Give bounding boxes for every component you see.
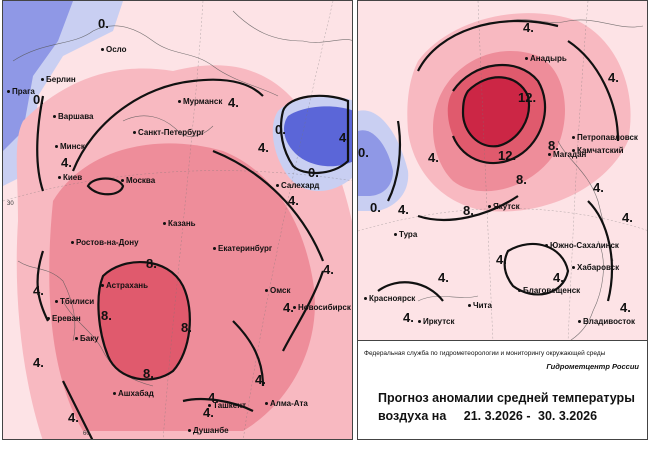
contour-label: 4. <box>403 310 414 325</box>
contour-label: 8. <box>146 256 157 271</box>
contour-label: 4. <box>228 95 239 110</box>
east-contours <box>377 19 620 302</box>
city-label: Санкт-Петербург <box>133 128 205 137</box>
contour-label: 0. <box>308 165 319 180</box>
city-label: Минск <box>55 142 85 151</box>
contour-label: 4. <box>33 283 44 298</box>
contour-label: 0. <box>275 122 286 137</box>
contour-label: 4. <box>428 150 439 165</box>
city-label: Москва <box>121 176 155 185</box>
city-label: Осло <box>101 45 127 54</box>
city-label: Владивосток <box>578 317 635 326</box>
contour-label: 4. <box>323 262 334 277</box>
city-label: Ашхабад <box>113 389 154 398</box>
contour-label: 4. <box>438 270 449 285</box>
contour-label: 8. <box>143 366 154 381</box>
city-label: Берлин <box>41 75 76 84</box>
city-label: Южно-Сахалинск <box>545 241 619 250</box>
contour-label: 8. <box>516 172 527 187</box>
longitude-label: 30 <box>7 201 14 207</box>
contour-label: 4. <box>496 252 507 267</box>
city-label: Магадан <box>548 150 586 159</box>
city-label: Ереван <box>47 314 81 323</box>
west-contours <box>36 78 350 439</box>
contour-label: 4. <box>203 405 214 420</box>
contour-label: 4. <box>608 70 619 85</box>
forecast-title: Прогноз аномалии средней температуры <box>378 391 635 405</box>
forecast-title-line2: воздуха на 21. 3.2026 - 30. 3.2026 <box>378 409 597 423</box>
city-label: Благовещенск <box>518 286 580 295</box>
city-label: Душанбе <box>188 426 229 435</box>
east-map-canvas <box>358 1 647 340</box>
contour-label: 4. <box>208 390 219 405</box>
contour-label: 4. <box>258 140 269 155</box>
city-label: Чита <box>468 301 492 310</box>
period-separator: - <box>526 409 531 423</box>
contour-label: 0. <box>98 16 109 31</box>
city-label: Екатеринбург <box>213 244 272 253</box>
city-label: Киев <box>58 173 82 182</box>
contour-label: 4. <box>283 300 294 315</box>
contour-label: 8. <box>181 320 192 335</box>
contour-label: 4. <box>398 202 409 217</box>
city-label: Алма-Ата <box>265 399 308 408</box>
city-label: Ташкент <box>208 401 246 410</box>
city-label: Прага <box>7 87 35 96</box>
city-label: Тура <box>394 230 417 239</box>
city-label: Баку <box>75 334 99 343</box>
city-label: Якутск <box>488 202 520 211</box>
east-warm-peak <box>463 77 529 147</box>
city-label: Ростов-на-Дону <box>71 238 139 247</box>
contour-label: 4. <box>339 130 350 145</box>
contour-label: 8. <box>463 203 474 218</box>
contour-label: 4. <box>553 270 564 285</box>
contour-label: 4. <box>255 372 266 387</box>
contour-label: 8. <box>548 138 559 153</box>
east-cold-core <box>358 130 393 196</box>
agency-name: Федеральная служба по гидрометеорологии … <box>364 350 606 357</box>
city-label: Камчатский <box>572 146 624 155</box>
city-label: Омск <box>265 286 291 295</box>
contour-label: 0. <box>370 200 381 215</box>
west-anomaly-map: Осло Берлин Прага Варшава Минск Киев Мур… <box>2 0 353 440</box>
city-label: Астрахань <box>101 281 148 290</box>
forecast-caption: Федеральная служба по гидрометеорологии … <box>357 341 648 440</box>
city-label: Красноярск <box>364 294 415 303</box>
contour-label: 4. <box>593 180 604 195</box>
forecast-title-prefix: воздуха на <box>378 409 447 423</box>
contour-label: 4. <box>33 355 44 370</box>
west-cold-spot-core <box>283 106 352 167</box>
contour-label: 12. <box>498 148 517 163</box>
city-label: Салехард <box>276 181 319 190</box>
period-start: 21. 3.2026 <box>463 409 523 423</box>
contour-label: 0. <box>33 92 44 107</box>
contour-label: 4. <box>620 300 631 315</box>
period-end: 30. 3.2026 <box>538 409 598 423</box>
city-label: Анадырь <box>525 54 567 63</box>
contour-label: 4. <box>523 20 534 35</box>
contour-label: 4. <box>61 155 72 170</box>
east-anomaly-map: Анадырь Магадан Петропавловск Камчатский… <box>357 0 648 341</box>
west-map-canvas <box>3 1 352 439</box>
contour-label: 8. <box>101 308 112 323</box>
west-warm-core <box>98 262 190 380</box>
city-label: Петропавловск <box>572 133 638 142</box>
contour-label: 4. <box>288 193 299 208</box>
west-cold-core <box>3 1 73 151</box>
city-label: Иркутск <box>418 317 454 326</box>
contour-label: 0. <box>358 145 369 160</box>
contour-label: 4. <box>622 210 633 225</box>
city-label: Казань <box>163 219 196 228</box>
center-name: Гидрометцентр России <box>546 362 639 371</box>
city-label: Новосибирск <box>293 303 351 312</box>
contour-label: 4. <box>68 410 79 425</box>
contour-label: 12. <box>518 90 537 105</box>
city-label: Хабаровск <box>572 263 619 272</box>
city-label: Тбилиси <box>55 297 94 306</box>
east-graticule <box>358 1 647 340</box>
longitude-label: 60 <box>83 431 90 437</box>
city-label: Варшава <box>53 112 94 121</box>
city-label: Мурманск <box>178 97 222 106</box>
